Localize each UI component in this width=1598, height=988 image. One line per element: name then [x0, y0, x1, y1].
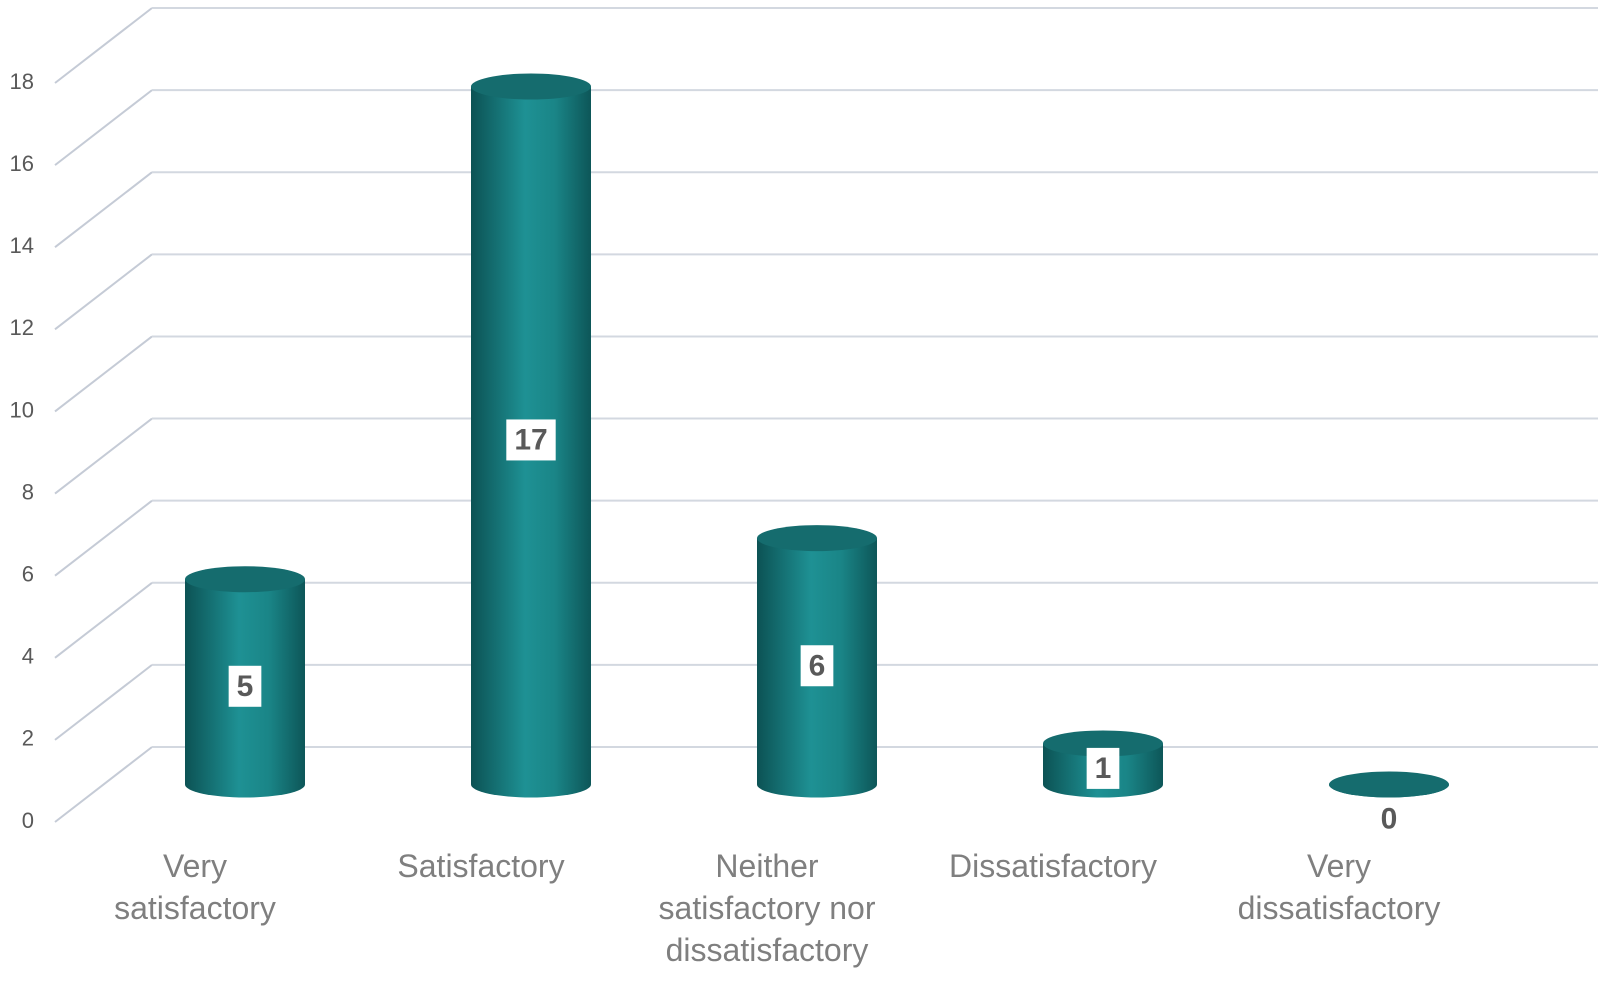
y-tick-label: 18 — [10, 69, 34, 94]
x-tick-label: Very satisfactory — [114, 848, 276, 926]
y-tick-label: 0 — [22, 808, 34, 833]
grid-line — [54, 417, 153, 495]
data-label: 1 — [1095, 752, 1112, 785]
x-tick-label: Very dissatisfactory — [1238, 848, 1441, 926]
y-tick-label: 16 — [10, 151, 34, 176]
y-tick-label: 10 — [10, 397, 34, 422]
data-label-box — [228, 665, 262, 707]
data-label-box — [800, 645, 834, 687]
bar-top — [185, 566, 305, 593]
grid-line — [54, 664, 153, 741]
data-label: 17 — [514, 423, 547, 456]
data-label: 6 — [809, 649, 826, 682]
y-tick-label: 14 — [10, 233, 34, 258]
data-label: 5 — [237, 670, 254, 703]
grid-line — [54, 89, 153, 166]
bar-top — [1043, 730, 1163, 757]
grid-line — [54, 499, 153, 577]
grid-line — [54, 581, 153, 659]
bar-top — [757, 525, 877, 552]
x-tick-label: Dissatisfactory — [949, 848, 1157, 884]
x-tick-label: Neither satisfactory nor dissatisfactory — [659, 848, 876, 968]
bar-top — [471, 73, 591, 100]
grid-line — [54, 7, 153, 84]
bar — [1329, 771, 1449, 798]
grid-line — [54, 335, 153, 413]
bar-top — [1329, 771, 1449, 798]
y-tick-label: 8 — [22, 479, 34, 504]
x-tick-label: Satisfactory — [397, 848, 564, 884]
y-tick-label: 4 — [22, 644, 34, 669]
grid-line — [54, 253, 153, 331]
y-tick-label: 6 — [22, 561, 34, 586]
grid-line — [54, 746, 153, 823]
y-tick-label: 2 — [22, 726, 34, 751]
data-label: 0 — [1381, 802, 1398, 835]
data-label-box — [1086, 747, 1120, 789]
y-tick-label: 12 — [10, 315, 34, 340]
data-label-box — [506, 419, 556, 461]
grid-line — [54, 171, 153, 249]
